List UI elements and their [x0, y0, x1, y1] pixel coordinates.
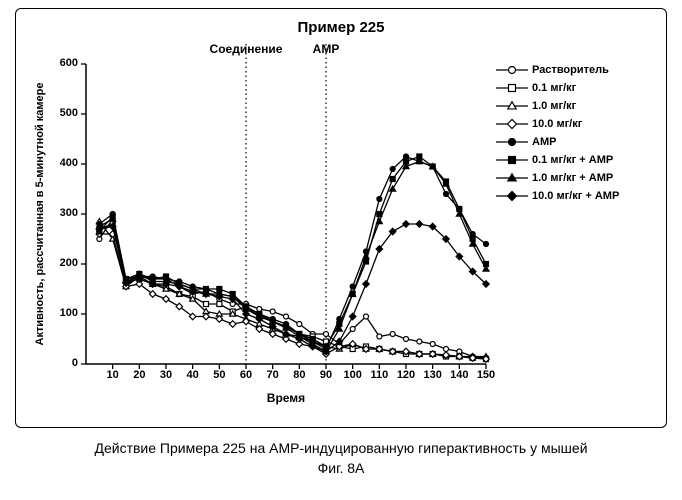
legend-item: Растворитель [496, 61, 654, 79]
legend-marker [496, 153, 528, 167]
series [97, 217, 489, 361]
y-tick: 600 [18, 57, 78, 69]
x-tick: 40 [178, 369, 208, 381]
legend-item: 1.0 мг/кг [496, 97, 654, 115]
plot-area [86, 64, 486, 364]
legend-label: 0.1 мг/кг + AMP [532, 154, 613, 166]
chart-svg [86, 64, 486, 364]
legend-label: 10.0 мг/кг [532, 118, 582, 130]
legend-marker [496, 189, 528, 203]
x-tick: 10 [98, 369, 128, 381]
legend-marker [496, 135, 528, 149]
series [96, 219, 489, 359]
chart-frame: Пример 225 Соединение AMP Активность, ра… [15, 8, 667, 428]
x-tick: 30 [151, 369, 181, 381]
series [97, 154, 489, 352]
y-tick: 200 [18, 257, 78, 269]
legend-marker [496, 63, 528, 77]
legend-marker [496, 171, 528, 185]
series [96, 159, 489, 354]
y-tick: 0 [18, 357, 78, 369]
legend-label: 10.0 мг/кг + AMP [532, 190, 619, 202]
x-tick: 100 [338, 369, 368, 381]
x-tick: 70 [258, 369, 288, 381]
legend-item: 10.0 мг/кг + AMP [496, 187, 654, 205]
x-tick: 80 [284, 369, 314, 381]
x-tick: 130 [418, 369, 448, 381]
x-tick: 110 [364, 369, 394, 381]
x-tick: 60 [231, 369, 261, 381]
legend-label: 1.0 мг/кг [532, 100, 576, 112]
legend-label: 1.0 мг/кг + AMP [532, 172, 613, 184]
legend-marker [496, 81, 528, 95]
caption: Действие Примера 225 на AMP-индуцированн… [0, 440, 682, 456]
y-tick: 300 [18, 207, 78, 219]
legend: Растворитель 0.1 мг/кг 1.0 мг/кг 10.0 мг/кг… [496, 61, 654, 205]
legend-marker [496, 99, 528, 113]
y-tick: 500 [18, 107, 78, 119]
x-tick: 50 [204, 369, 234, 381]
series [97, 222, 489, 362]
y-tick: 400 [18, 157, 78, 169]
y-tick: 100 [18, 307, 78, 319]
x-tick: 150 [471, 369, 501, 381]
figure: Пример 225 Соединение AMP Активность, ра… [0, 0, 682, 500]
chart-title: Пример 225 [16, 19, 666, 36]
legend-label: 0.1 мг/кг [532, 82, 576, 94]
x-tick: 90 [311, 369, 341, 381]
legend-label: AMP [532, 136, 556, 148]
x-tick: 120 [391, 369, 421, 381]
legend-label: Растворитель [532, 64, 609, 76]
legend-item: 0.1 мг/кг + AMP [496, 151, 654, 169]
legend-item: 1.0 мг/кг + AMP [496, 169, 654, 187]
legend-item: AMP [496, 133, 654, 151]
figure-label: Фиг. 8A [0, 460, 682, 476]
legend-item: 10.0 мг/кг [496, 115, 654, 133]
legend-marker [496, 117, 528, 131]
x-tick: 140 [444, 369, 474, 381]
x-tick: 20 [124, 369, 154, 381]
legend-item: 0.1 мг/кг [496, 79, 654, 97]
x-axis-label: Время [86, 391, 486, 405]
